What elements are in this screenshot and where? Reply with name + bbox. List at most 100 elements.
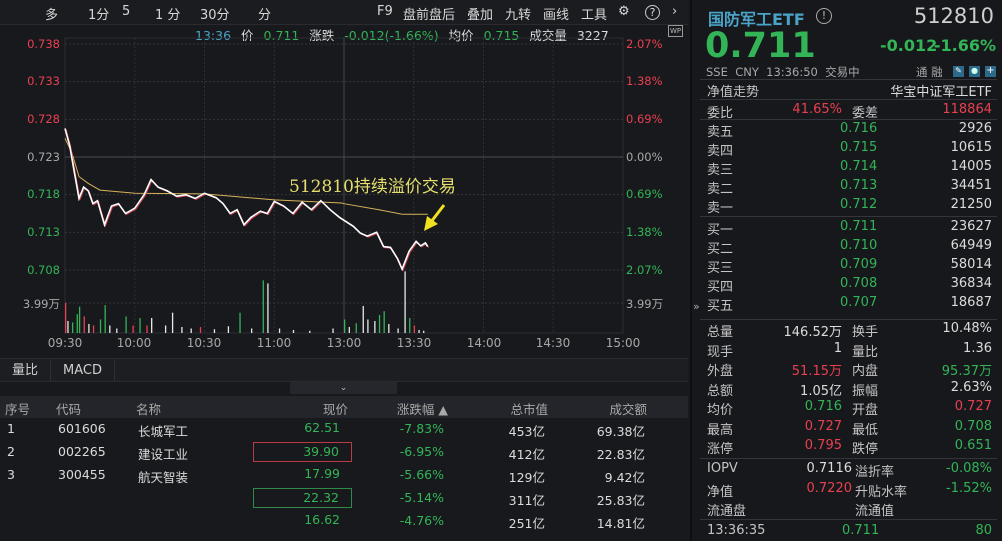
stat-value: 1.36: [963, 340, 992, 356]
cursor-info-line: 13:36 价 0.711 涨跌 -0.012(-1.66%) 均价 0.715…: [195, 25, 615, 44]
volume-bar: [262, 280, 264, 333]
bid-price[interactable]: 0.710: [840, 238, 878, 253]
bid-level-label: 买四: [707, 280, 734, 295]
period-tab[interactable]: 多: [45, 8, 59, 23]
period-tab[interactable]: 1分: [88, 8, 110, 23]
col-price[interactable]: 现价: [322, 402, 348, 417]
row-amount: 14.81亿: [596, 516, 645, 531]
bid-price[interactable]: 0.711: [840, 219, 878, 234]
gear-icon[interactable]: ⚙: [618, 4, 630, 19]
col-name[interactable]: 名称: [136, 402, 162, 417]
volume-bar: [239, 312, 241, 333]
overlay-button[interactable]: 叠加: [467, 8, 494, 23]
col-change-pct[interactable]: 涨跌幅 ▲: [396, 402, 448, 417]
y-tick-right: 2.07%: [626, 37, 663, 51]
row-mcap: 412亿: [508, 447, 545, 462]
volume-bar: [199, 326, 202, 333]
table-row[interactable]: 16.62 -4.76% 251亿 14.81亿: [0, 510, 688, 533]
volume-bar: [125, 316, 127, 333]
alert-icon[interactable]: ●: [969, 66, 980, 77]
row-mcap: 129亿: [508, 470, 545, 485]
bid-volume: 64949: [950, 238, 992, 253]
row-price: 17.99: [304, 466, 340, 481]
x-tick: 10:00: [116, 336, 152, 350]
tracking-index: 华宝中证军工ETF: [890, 85, 992, 100]
volume-bar: [362, 305, 364, 333]
nine-turn-button[interactable]: 九转: [505, 8, 532, 23]
add-icon[interactable]: +: [985, 65, 996, 77]
row-name: 长城军工: [138, 424, 189, 439]
collapse-chevron-icon[interactable]: ⌄: [290, 382, 397, 394]
col-amount[interactable]: 成交额: [609, 402, 647, 417]
y-tick-left: 0.713: [27, 225, 60, 239]
wp-icon[interactable]: WP: [668, 25, 684, 37]
volume-bar: [227, 326, 230, 333]
stat-value: 1.05亿: [800, 383, 842, 399]
y-tick-right: 2.07%: [626, 263, 663, 277]
volume-bar: [88, 323, 90, 333]
nav-trend-link[interactable]: 净值走势: [707, 85, 760, 100]
fund-name: 国防军工ETF: [708, 10, 805, 29]
row-amount: 9.42亿: [604, 470, 645, 485]
stat-value: 0.716: [804, 399, 842, 414]
bid-price[interactable]: 0.709: [840, 257, 878, 272]
y-tick-right: 0.69%: [626, 112, 663, 126]
table-row[interactable]: 3 300455 航天智装 17.99 -5.66% 129亿 9.42亿: [0, 464, 688, 487]
period-tab[interactable]: 5: [122, 4, 131, 19]
ask-price[interactable]: 0.715: [840, 140, 878, 155]
ask-volume: 21250: [950, 197, 992, 212]
ask-price[interactable]: 0.716: [840, 121, 878, 136]
help-icon[interactable]: ?: [645, 5, 660, 20]
period-tab[interactable]: 1 分: [155, 8, 181, 23]
ask-price[interactable]: 0.714: [840, 159, 878, 174]
bid-level-label: 买三: [707, 261, 734, 276]
period-tab[interactable]: 30分: [200, 8, 230, 23]
y-tick-left: 0.738: [27, 37, 60, 51]
info-avg: 0.715: [483, 28, 520, 43]
market-status: SSE CNY 13:36:50 交易中: [706, 64, 860, 80]
tab-macd[interactable]: MACD: [51, 359, 115, 382]
x-tick: 11:00: [256, 336, 292, 350]
price-line: [64, 128, 429, 272]
table-row[interactable]: 22.32 -5.14% 311亿 25.83亿: [0, 487, 688, 510]
draw-line-button[interactable]: 画线: [543, 8, 570, 23]
tab-volume-ratio[interactable]: 量比: [0, 359, 52, 382]
ask-price[interactable]: 0.713: [840, 178, 878, 193]
expand-icon[interactable]: »: [693, 300, 700, 313]
etf-label: 净值: [707, 484, 734, 500]
f9-button[interactable]: F9: [377, 4, 393, 19]
volume-bar: [388, 323, 390, 333]
y-tick-right: 0.00%: [626, 150, 663, 164]
chevron-right-icon[interactable]: ›: [672, 4, 678, 19]
table-row[interactable]: 1 601606 长城军工 62.51 -7.83% 453亿 69.38亿: [0, 418, 688, 441]
stat-value: 0.795: [804, 438, 842, 453]
volume-bar: [92, 325, 95, 333]
premarket-button[interactable]: 盘前盘后: [403, 8, 456, 23]
x-tick: 09:30: [47, 336, 83, 350]
volume-bar: [292, 329, 295, 333]
edit-icon[interactable]: ✎: [953, 66, 964, 77]
bid-price[interactable]: 0.708: [840, 276, 878, 291]
table-row[interactable]: 2 002265 建设工业 39.90 -6.95% 412亿 22.83亿: [0, 441, 688, 464]
etf-label: 溢折率: [855, 465, 895, 480]
bid-volume: 58014: [950, 257, 992, 272]
info-change: -0.012(-1.66%): [344, 28, 439, 43]
ask-price[interactable]: 0.712: [840, 197, 878, 212]
quote-panel: 国防军工ETF ! 512810 0.711 -0.012 -1.66% SSE…: [690, 0, 1002, 541]
info-icon[interactable]: !: [816, 8, 832, 24]
y-tick-left: 0.718: [27, 187, 60, 201]
tools-button[interactable]: 工具: [581, 8, 608, 23]
quote-time: 13:36:50: [766, 65, 818, 79]
volume-bar: [251, 328, 253, 333]
bid-price[interactable]: 0.707: [840, 295, 878, 310]
y-tick-left: 0.708: [27, 263, 60, 277]
col-mcap[interactable]: 总市值: [510, 402, 548, 417]
col-no[interactable]: 序号: [5, 402, 31, 417]
row-code: 300455: [58, 467, 106, 482]
ask-level-label: 卖四: [707, 144, 734, 159]
row-price: 39.90: [253, 442, 352, 462]
volume-bar: [99, 319, 102, 333]
col-code[interactable]: 代码: [56, 402, 82, 417]
period-tab[interactable]: 分: [258, 8, 272, 23]
arrow-icon: [429, 204, 446, 223]
